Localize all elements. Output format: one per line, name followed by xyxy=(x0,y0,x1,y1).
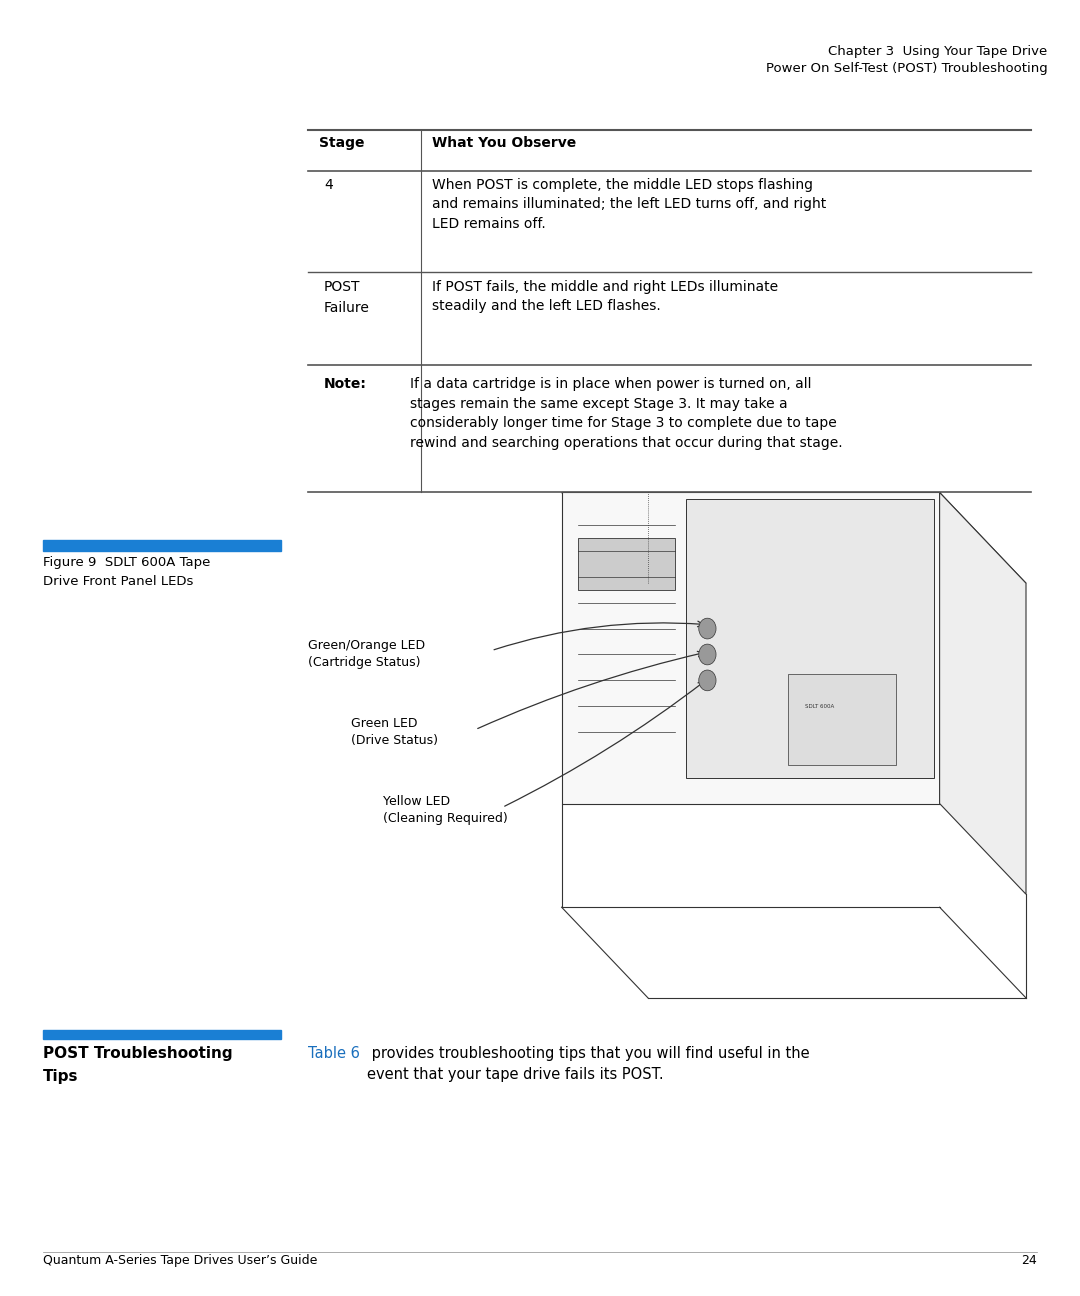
Circle shape xyxy=(699,618,716,639)
Polygon shape xyxy=(940,492,1026,894)
Text: Green LED
(Drive Status): Green LED (Drive Status) xyxy=(351,717,438,748)
Text: Table 6: Table 6 xyxy=(308,1046,360,1061)
Text: Power On Self-Test (POST) Troubleshooting: Power On Self-Test (POST) Troubleshootin… xyxy=(766,62,1048,75)
Text: SDLT 600A: SDLT 600A xyxy=(805,704,834,709)
Text: If a data cartridge is in place when power is turned on, all
stages remain the s: If a data cartridge is in place when pow… xyxy=(410,377,843,450)
Bar xyxy=(43,540,281,551)
Text: What You Observe: What You Observe xyxy=(432,136,577,150)
Text: Yellow LED
(Cleaning Required): Yellow LED (Cleaning Required) xyxy=(383,794,509,826)
Bar xyxy=(43,1030,281,1039)
Text: Green/Orange LED
(Cartridge Status): Green/Orange LED (Cartridge Status) xyxy=(308,639,424,670)
Text: Note:: Note: xyxy=(324,377,367,391)
Text: 24: 24 xyxy=(1021,1255,1037,1267)
Bar xyxy=(686,499,934,778)
Circle shape xyxy=(699,670,716,691)
Polygon shape xyxy=(562,492,940,804)
Text: Tips: Tips xyxy=(43,1069,79,1085)
Text: When POST is complete, the middle LED stops flashing
and remains illuminated; th: When POST is complete, the middle LED st… xyxy=(432,178,826,231)
Text: provides troubleshooting tips that you will find useful in the
event that your t: provides troubleshooting tips that you w… xyxy=(367,1046,810,1082)
Text: If POST fails, the middle and right LEDs illuminate
steadily and the left LED fl: If POST fails, the middle and right LEDs… xyxy=(432,280,778,314)
Text: Chapter 3  Using Your Tape Drive: Chapter 3 Using Your Tape Drive xyxy=(828,45,1048,58)
Bar xyxy=(788,674,896,765)
Text: Quantum A-Series Tape Drives User’s Guide: Quantum A-Series Tape Drives User’s Guid… xyxy=(43,1255,318,1267)
Text: 4: 4 xyxy=(324,178,333,192)
Circle shape xyxy=(699,644,716,665)
Text: Figure 9  SDLT 600A Tape
Drive Front Panel LEDs: Figure 9 SDLT 600A Tape Drive Front Pane… xyxy=(43,556,211,588)
Text: POST
Failure: POST Failure xyxy=(324,280,369,315)
Text: Stage: Stage xyxy=(319,136,364,150)
Text: POST Troubleshooting: POST Troubleshooting xyxy=(43,1046,233,1061)
Bar xyxy=(578,538,675,590)
